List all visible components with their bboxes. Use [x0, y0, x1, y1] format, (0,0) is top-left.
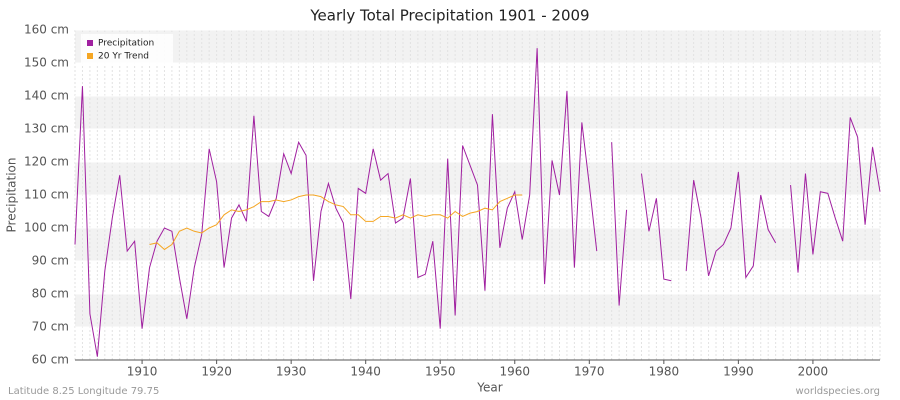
x-axis-label: Year	[476, 381, 502, 395]
y-tick-label: 150 cm	[24, 56, 69, 70]
legend: Precipitation 20 Yr Trend	[81, 34, 173, 66]
footer-left: Latitude 8.25 Longitude 79.75	[8, 386, 159, 397]
y-tick-label: 130 cm	[24, 122, 69, 136]
legend-box	[81, 34, 173, 66]
y-tick-label: 100 cm	[24, 221, 69, 235]
y-tick-label: 120 cm	[24, 155, 69, 169]
series-line	[149, 194, 523, 251]
y-tick-label: 70 cm	[32, 320, 69, 334]
x-tick-label: 1910	[127, 365, 158, 379]
x-tick-label: 1980	[649, 365, 680, 379]
x-tick-label: 1930	[276, 365, 307, 379]
x-tick-label: 2000	[798, 365, 829, 379]
x-tick-label: 1970	[574, 365, 605, 379]
legend-label: Precipitation	[98, 39, 154, 49]
y-tick-label: 110 cm	[24, 188, 69, 202]
x-tick-label: 1990	[723, 365, 754, 379]
x-tick-label: 1960	[499, 365, 530, 379]
grid-band	[75, 228, 880, 261]
x-tick-label: 1950	[425, 365, 456, 379]
series-line	[74, 48, 881, 357]
y-tick-label: 90 cm	[32, 254, 69, 268]
y-tick-label: 140 cm	[24, 89, 69, 103]
footer-right: worldspecies.org	[796, 386, 880, 397]
grid-band	[75, 96, 880, 129]
y-tick-label: 80 cm	[32, 287, 69, 301]
y-tick-label: 60 cm	[32, 353, 69, 367]
y-tick-label: 160 cm	[24, 23, 69, 37]
chart-title: Yearly Total Precipitation 1901 - 2009	[309, 7, 589, 25]
x-tick-label: 1920	[201, 365, 232, 379]
legend-label: 20 Yr Trend	[98, 52, 149, 62]
y-axis-label: Precipitation	[5, 157, 19, 232]
x-tick-label: 1940	[350, 365, 381, 379]
legend-swatch	[87, 40, 93, 46]
legend-swatch	[87, 53, 93, 59]
